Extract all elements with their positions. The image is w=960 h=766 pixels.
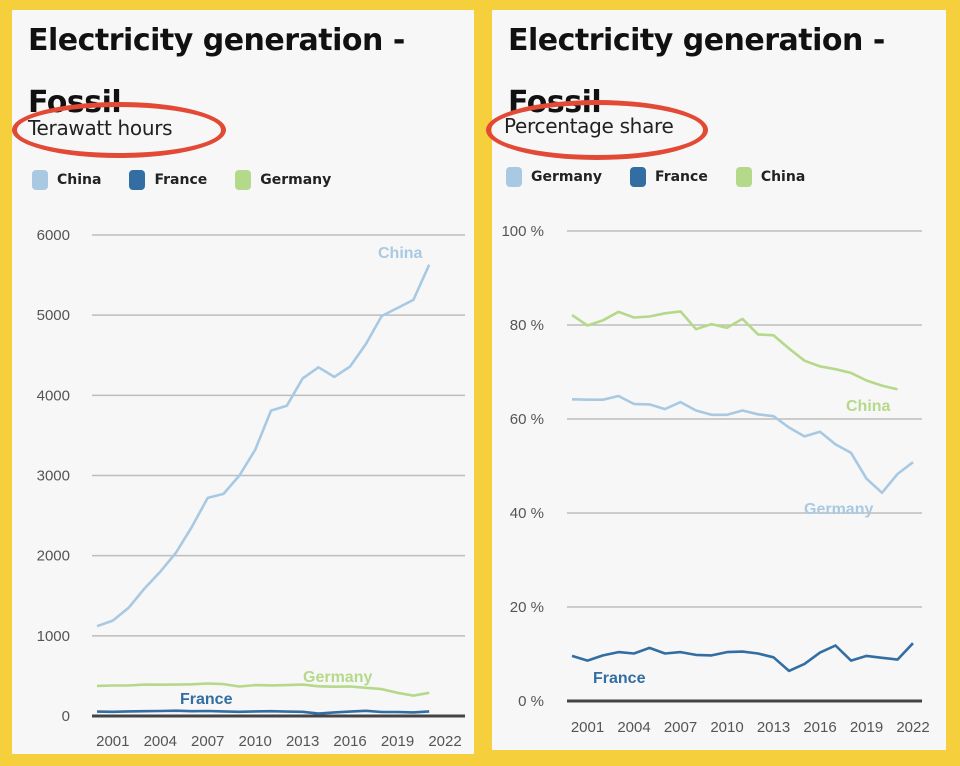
legend-label: France: [154, 172, 208, 188]
legend-item-germany[interactable]: Germany: [235, 170, 331, 190]
y-tick-label: 80 %: [510, 317, 544, 334]
legend-swatch-france: [630, 167, 647, 187]
series-line-china[interactable]: [571, 310, 898, 391]
x-tick-label: 2004: [617, 719, 650, 736]
legend-item-germany[interactable]: Germany: [506, 167, 602, 187]
legend-label: Germany: [260, 172, 332, 188]
x-tick-label: 2010: [710, 719, 743, 736]
highlight-oval: [12, 102, 226, 158]
series-line-france[interactable]: [571, 642, 914, 673]
y-tick-label: 1000: [37, 628, 70, 645]
chart-legend: China France Germany: [32, 170, 331, 190]
y-tick-label: 5000: [37, 307, 70, 324]
series-line-germany[interactable]: [96, 682, 430, 697]
y-tick-label: 40 %: [510, 505, 544, 522]
series-label-germany: Germany: [804, 501, 873, 518]
series-line-china[interactable]: [96, 264, 431, 628]
legend-item-china[interactable]: China: [32, 170, 101, 190]
chart-legend: Germany France China: [506, 167, 805, 187]
x-tick-label: 2013: [286, 733, 319, 750]
series-label-china: China: [846, 398, 891, 415]
x-tick-label: 2001: [96, 733, 129, 750]
x-tick-label: 2016: [333, 733, 366, 750]
series-label-france: France: [593, 670, 646, 687]
y-tick-label: 100 %: [501, 223, 544, 240]
y-tick-label: 2000: [37, 548, 70, 565]
x-tick-label: 2004: [144, 733, 177, 750]
x-tick-label: 2022: [428, 733, 461, 750]
y-tick-label: 4000: [37, 387, 70, 404]
series-label-china: China: [378, 245, 423, 262]
legend-item-france[interactable]: France: [129, 170, 207, 190]
line-chart-percentage-share: 0 % 20 % 40 % 60 % 80 % 100 % 2001 2004 2007 2010…: [501, 223, 929, 736]
y-tick-label: 0: [62, 708, 70, 725]
x-tick-label: 2016: [803, 719, 836, 736]
x-tick-label: 2010: [238, 733, 271, 750]
legend-swatch-china: [735, 167, 752, 187]
x-tick-label: 2013: [757, 719, 790, 736]
legend-swatch-france: [129, 170, 146, 190]
legend-swatch-china: [32, 170, 48, 190]
y-tick-label: 3000: [37, 468, 70, 485]
y-tick-label: 0 %: [518, 693, 544, 710]
chart-panel-terawatt-hours: Electricity generation - Fossil Terawatt…: [12, 10, 474, 754]
chart-panel-percentage-share: Electricity generation - Fossil Percenta…: [486, 10, 946, 750]
legend-label: China: [760, 169, 806, 185]
legend-swatch-germany: [235, 170, 252, 190]
line-chart-terawatt-hours: 0 1000 2000 3000 4000 5000 6000 2001 2004 2007 201…: [37, 227, 465, 750]
y-tick-label: 6000: [37, 227, 70, 244]
x-tick-label: 2007: [664, 719, 697, 736]
legend-label: China: [57, 172, 102, 188]
x-tick-label: 2019: [850, 719, 883, 736]
legend-swatch-germany: [506, 167, 522, 187]
legend-item-china[interactable]: China: [735, 167, 806, 187]
x-tick-label: 2022: [896, 719, 929, 736]
series-line-germany[interactable]: [571, 394, 914, 495]
y-tick-label: 60 %: [510, 411, 544, 428]
x-tick-label: 2001: [571, 719, 604, 736]
series-line-france[interactable]: [96, 709, 430, 715]
series-label-germany: Germany: [303, 669, 372, 686]
x-tick-label: 2007: [191, 733, 224, 750]
legend-label: Germany: [531, 169, 603, 185]
legend-item-france[interactable]: France: [630, 167, 708, 187]
chart-title: Electricity generation - Fossil: [508, 23, 885, 120]
series-label-france: France: [180, 691, 233, 708]
chart-subtitle: Percentage share: [504, 114, 674, 138]
legend-label: France: [655, 169, 708, 185]
x-tick-label: 2019: [381, 733, 414, 750]
y-tick-label: 20 %: [510, 599, 544, 616]
chart-subtitle: Terawatt hours: [28, 116, 173, 140]
highlight-oval: [486, 100, 708, 160]
